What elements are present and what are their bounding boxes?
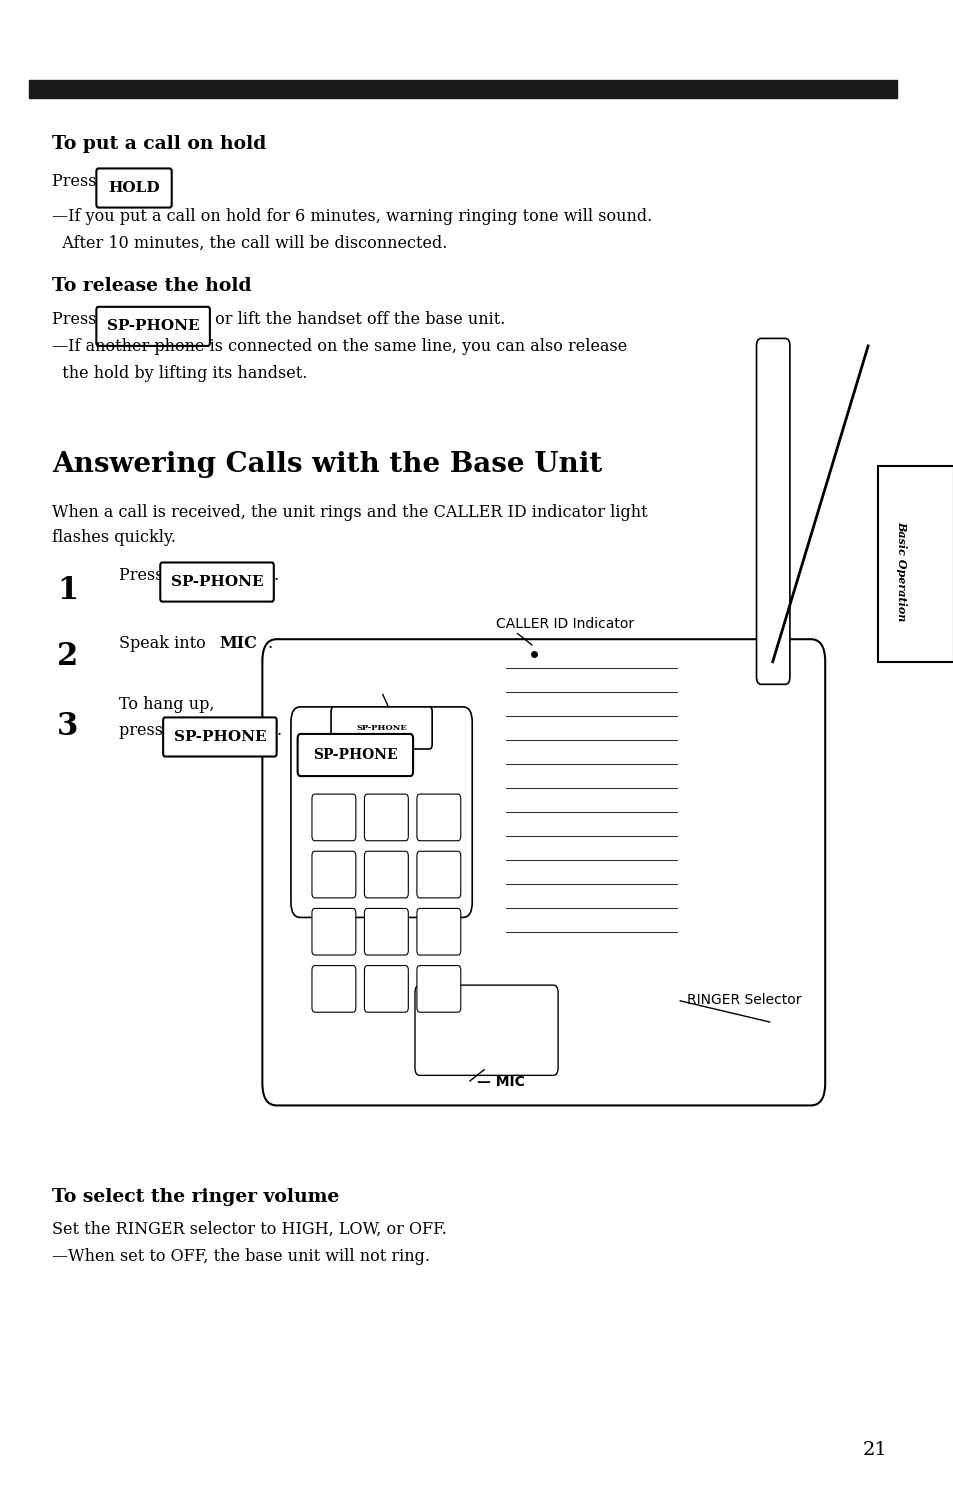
Text: press: press	[119, 722, 168, 738]
FancyBboxPatch shape	[416, 851, 460, 898]
Text: SP-PHONE: SP-PHONE	[173, 729, 266, 744]
FancyBboxPatch shape	[364, 966, 408, 1012]
FancyBboxPatch shape	[416, 794, 460, 841]
Text: CALLER ID Indicator: CALLER ID Indicator	[496, 617, 634, 630]
Text: SP-PHONE: SP-PHONE	[171, 575, 263, 590]
FancyBboxPatch shape	[312, 794, 355, 841]
Text: or lift the handset off the base unit.: or lift the handset off the base unit.	[210, 311, 505, 328]
Text: .: .	[267, 635, 272, 651]
FancyBboxPatch shape	[416, 908, 460, 955]
FancyBboxPatch shape	[415, 985, 558, 1075]
Text: 21: 21	[862, 1441, 886, 1459]
Text: 1: 1	[57, 575, 78, 606]
FancyBboxPatch shape	[291, 707, 472, 917]
Text: When a call is received, the unit rings and the CALLER ID indicator light: When a call is received, the unit rings …	[52, 504, 647, 520]
FancyBboxPatch shape	[364, 794, 408, 841]
Text: To release the hold: To release the hold	[52, 277, 252, 295]
Text: .: .	[274, 567, 278, 584]
Text: SP-PHONE: SP-PHONE	[313, 747, 397, 763]
Text: —If you put a call on hold for 6 minutes, warning ringing tone will sound.: —If you put a call on hold for 6 minutes…	[52, 208, 652, 224]
Text: Press: Press	[119, 567, 169, 584]
Text: the hold by lifting its handset.: the hold by lifting its handset.	[52, 365, 308, 382]
Bar	[877, 466, 953, 662]
Text: — MIC: — MIC	[476, 1075, 524, 1089]
Text: To select the ringer volume: To select the ringer volume	[52, 1188, 339, 1206]
Text: RINGER Selector: RINGER Selector	[686, 993, 801, 1006]
FancyBboxPatch shape	[364, 851, 408, 898]
Text: 2: 2	[57, 641, 78, 672]
FancyBboxPatch shape	[364, 908, 408, 955]
FancyBboxPatch shape	[312, 851, 355, 898]
FancyBboxPatch shape	[96, 168, 172, 208]
FancyBboxPatch shape	[297, 734, 413, 776]
Text: .: .	[276, 722, 281, 738]
Text: SP-PHONE: SP-PHONE	[355, 723, 407, 732]
Text: After 10 minutes, the call will be disconnected.: After 10 minutes, the call will be disco…	[52, 235, 447, 251]
FancyBboxPatch shape	[331, 707, 432, 749]
FancyBboxPatch shape	[312, 966, 355, 1012]
Text: —If another phone is connected on the same line, you can also release: —If another phone is connected on the sa…	[52, 338, 627, 355]
Text: To put a call on hold: To put a call on hold	[52, 135, 267, 153]
Text: Speak into: Speak into	[119, 635, 211, 651]
Text: Set the RINGER selector to HIGH, LOW, or OFF.: Set the RINGER selector to HIGH, LOW, or…	[52, 1221, 447, 1238]
Bar	[29, 80, 896, 98]
Text: —When set to OFF, the base unit will not ring.: —When set to OFF, the base unit will not…	[52, 1248, 430, 1265]
FancyBboxPatch shape	[416, 966, 460, 1012]
FancyBboxPatch shape	[160, 562, 274, 602]
Text: Basic Operation: Basic Operation	[895, 522, 906, 621]
FancyBboxPatch shape	[312, 908, 355, 955]
Text: flashes quickly.: flashes quickly.	[52, 529, 176, 546]
Text: 3: 3	[57, 711, 78, 743]
FancyBboxPatch shape	[756, 338, 789, 684]
Text: Answering Calls with the Base Unit: Answering Calls with the Base Unit	[52, 451, 602, 478]
FancyBboxPatch shape	[96, 307, 210, 346]
Text: To hang up,: To hang up,	[119, 696, 214, 713]
Text: MIC: MIC	[219, 635, 257, 651]
Text: Press: Press	[52, 173, 102, 190]
Text: Press: Press	[52, 311, 102, 328]
FancyBboxPatch shape	[163, 717, 276, 757]
Text: HOLD: HOLD	[108, 180, 160, 196]
FancyBboxPatch shape	[262, 639, 824, 1105]
Text: SP-PHONE: SP-PHONE	[107, 319, 199, 334]
